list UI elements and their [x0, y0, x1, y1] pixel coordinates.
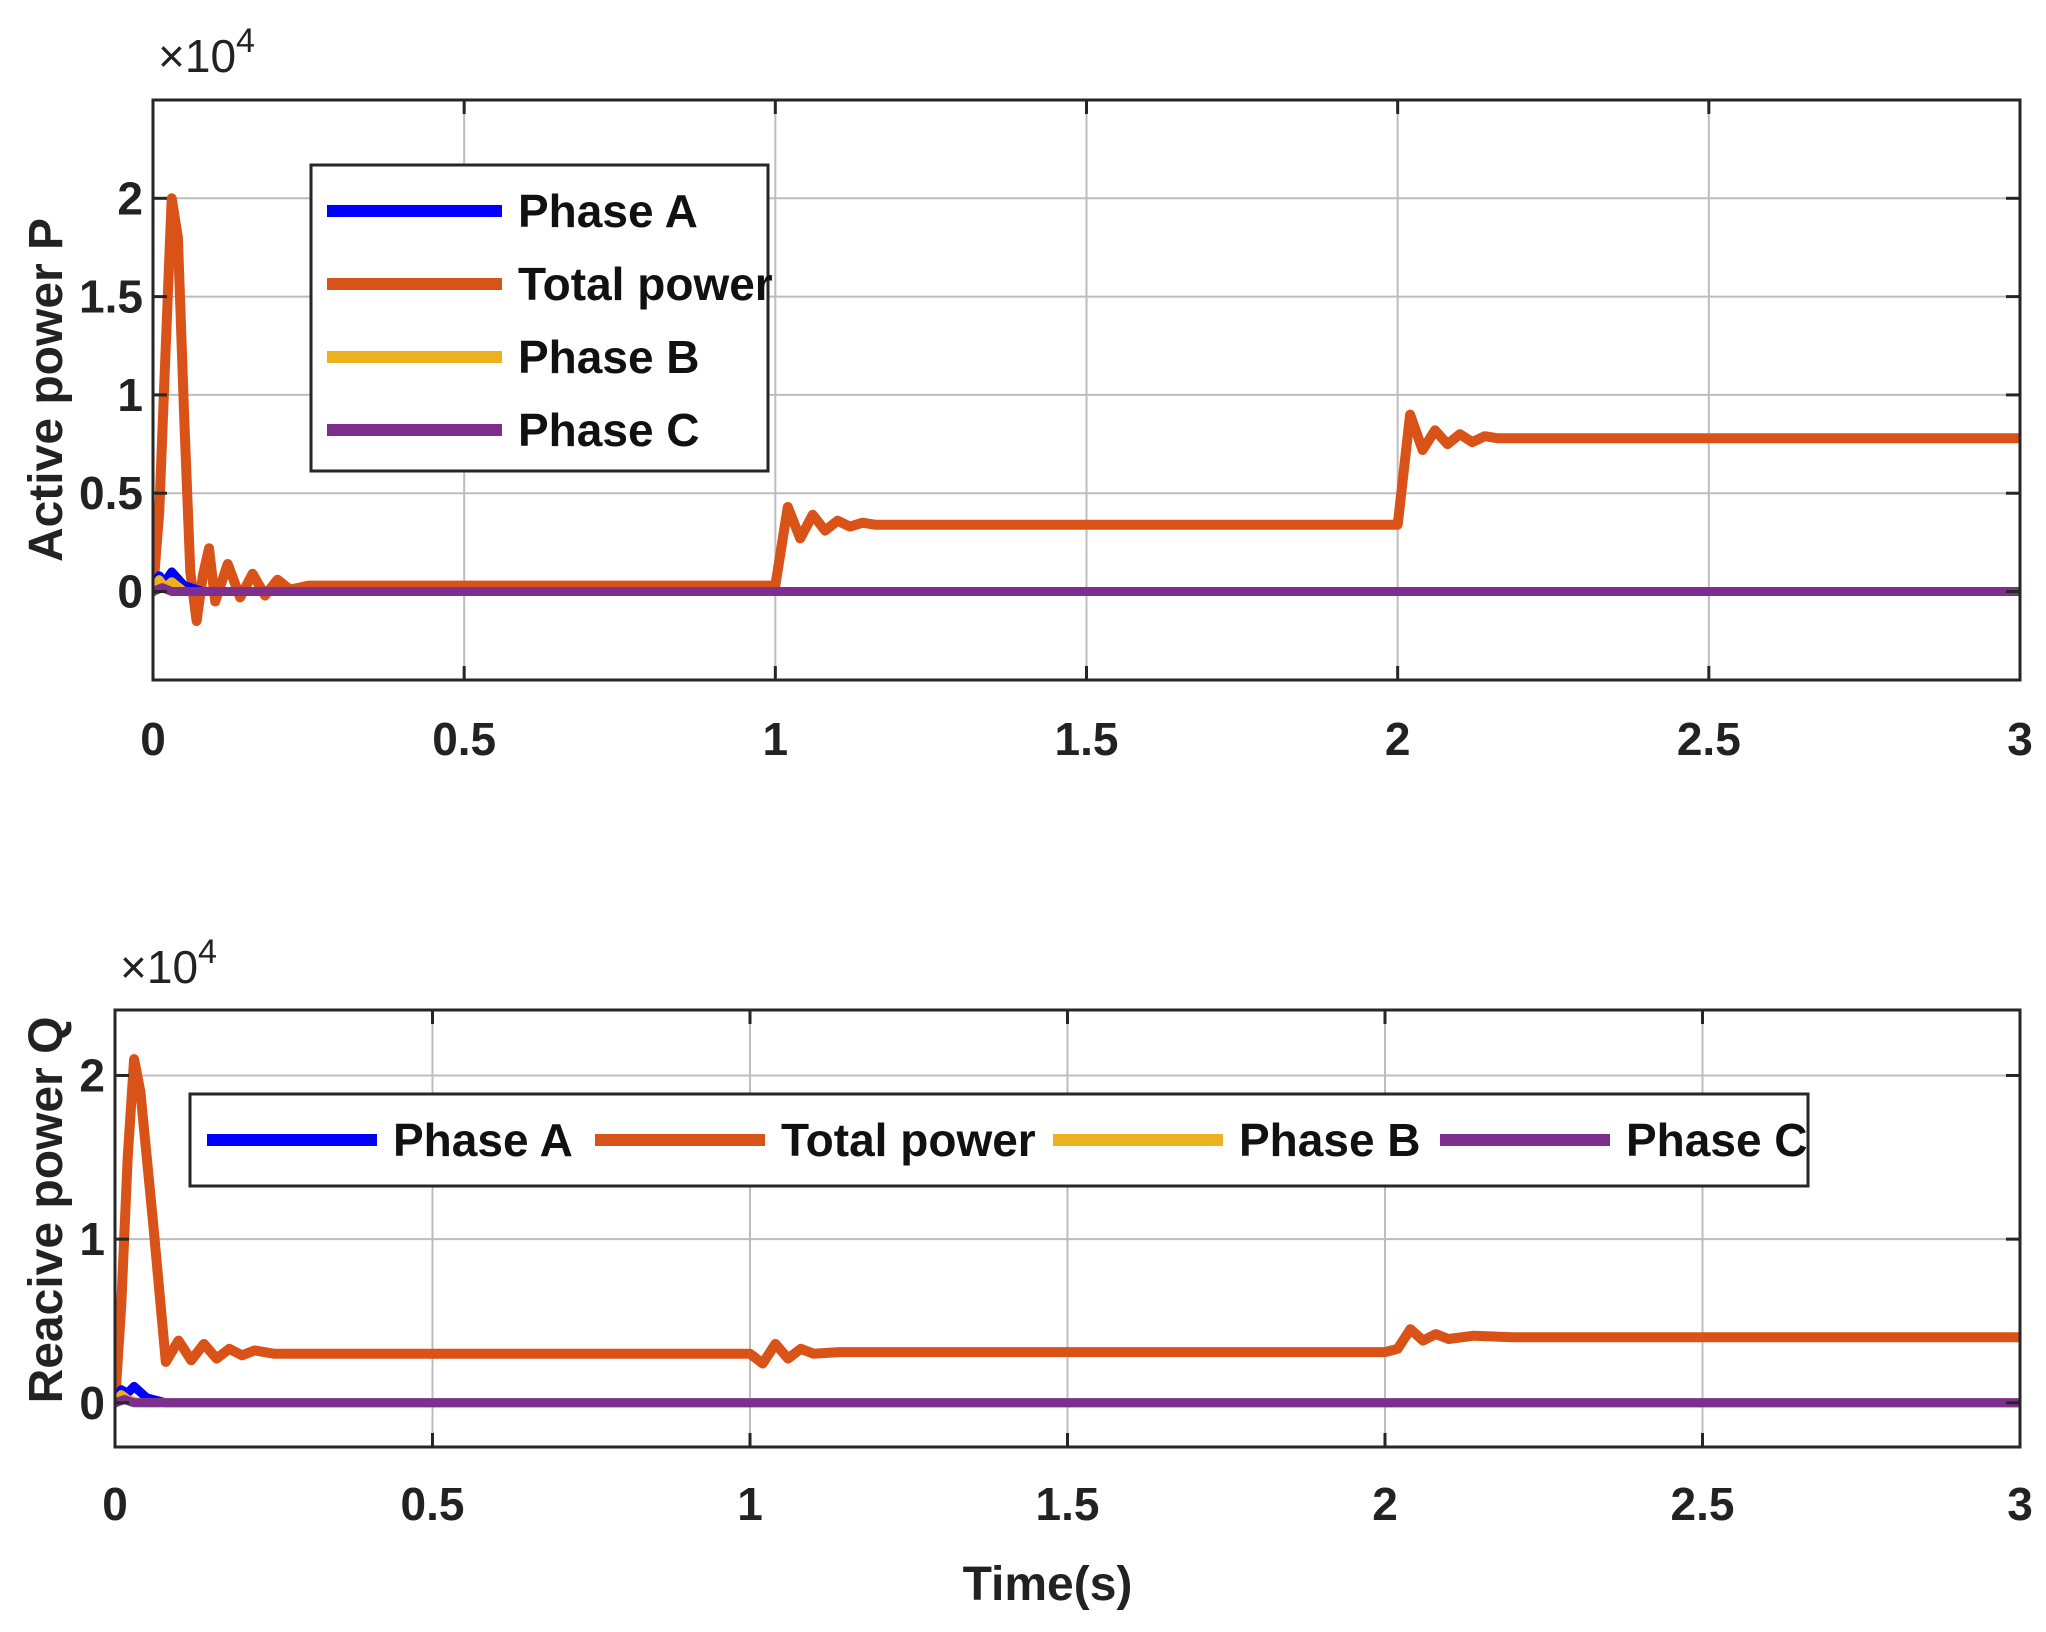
y-tick-label: 1: [79, 1213, 105, 1265]
legend-box: [309, 163, 770, 473]
y-tick-label: 0: [117, 566, 143, 618]
series-line-phase-c: [115, 1395, 2020, 1408]
y-tick-label: 1.5: [79, 271, 143, 323]
y-tick-label: 2: [117, 172, 143, 224]
x-tick-label: 2.5: [1677, 713, 1741, 765]
legend-label-phase-a: Phase A: [393, 1114, 573, 1166]
legend-label-total-power: Total power: [781, 1114, 1036, 1166]
series-line-phase-c: [153, 583, 2020, 596]
legend-label-phase-c: Phase C: [518, 404, 700, 456]
x-tick-label: 3: [2007, 1478, 2033, 1530]
legend: Phase A Total power Phase B Phase C: [309, 163, 773, 473]
chart-1: 0 0.5 1 1.5 2 2.5 3 0 0.5 1 1.5 2 ×104 Active power P…: [20, 22, 2033, 765]
x-tick-label: 2: [1385, 713, 1411, 765]
legend-label-phase-b: Phase B: [1239, 1114, 1421, 1166]
exponent-base: ×10: [120, 941, 198, 993]
legend-label-phase-a: Phase A: [518, 185, 698, 237]
axis-exponent: ×104: [120, 933, 217, 993]
series-group: [115, 1054, 2020, 1408]
x-tick-label: 2.5: [1671, 1478, 1735, 1530]
x-tick-label: 1: [763, 713, 789, 765]
y-tick-label: 0.5: [79, 467, 143, 519]
series-group: [153, 193, 2020, 626]
series-line-total-power: [115, 1054, 2020, 1408]
x-tick-label: 1.5: [1055, 713, 1119, 765]
x-tick-label: 1: [737, 1478, 763, 1530]
x-tick-label: 0.5: [432, 713, 496, 765]
y-axis-title: Reacive power Q: [20, 1017, 73, 1404]
x-tick-label: 2: [1372, 1478, 1398, 1530]
exponent-power: 4: [198, 933, 217, 971]
x-tick-label: 0: [140, 713, 166, 765]
x-tick-label: 1.5: [1036, 1478, 1100, 1530]
x-tick-label: 3: [2007, 713, 2033, 765]
legend-label-total-power: Total power: [518, 258, 773, 310]
y-tick-label: 0: [79, 1377, 105, 1429]
y-tick-label: 2: [79, 1049, 105, 1101]
x-tick-label: 0.5: [401, 1478, 465, 1530]
legend: Phase A Total power Phase B Phase C: [188, 1092, 1810, 1188]
y-axis-title: Active power P: [20, 218, 73, 562]
axis-exponent: ×104: [158, 22, 255, 82]
chart-2: 0 0.5 1 1.5 2 2.5 3 0 1 2 ×104 Reacive power Q Time(…: [20, 933, 2033, 1611]
x-axis-title: Time(s): [963, 1558, 1133, 1611]
exponent-power: 4: [236, 22, 255, 60]
legend-label-phase-c: Phase C: [1626, 1114, 1808, 1166]
series-line-total-power: [153, 193, 2020, 626]
exponent-base: ×10: [158, 30, 236, 82]
legend-label-phase-b: Phase B: [518, 331, 700, 383]
y-tick-label: 1: [117, 369, 143, 421]
x-tick-label: 0: [102, 1478, 128, 1530]
